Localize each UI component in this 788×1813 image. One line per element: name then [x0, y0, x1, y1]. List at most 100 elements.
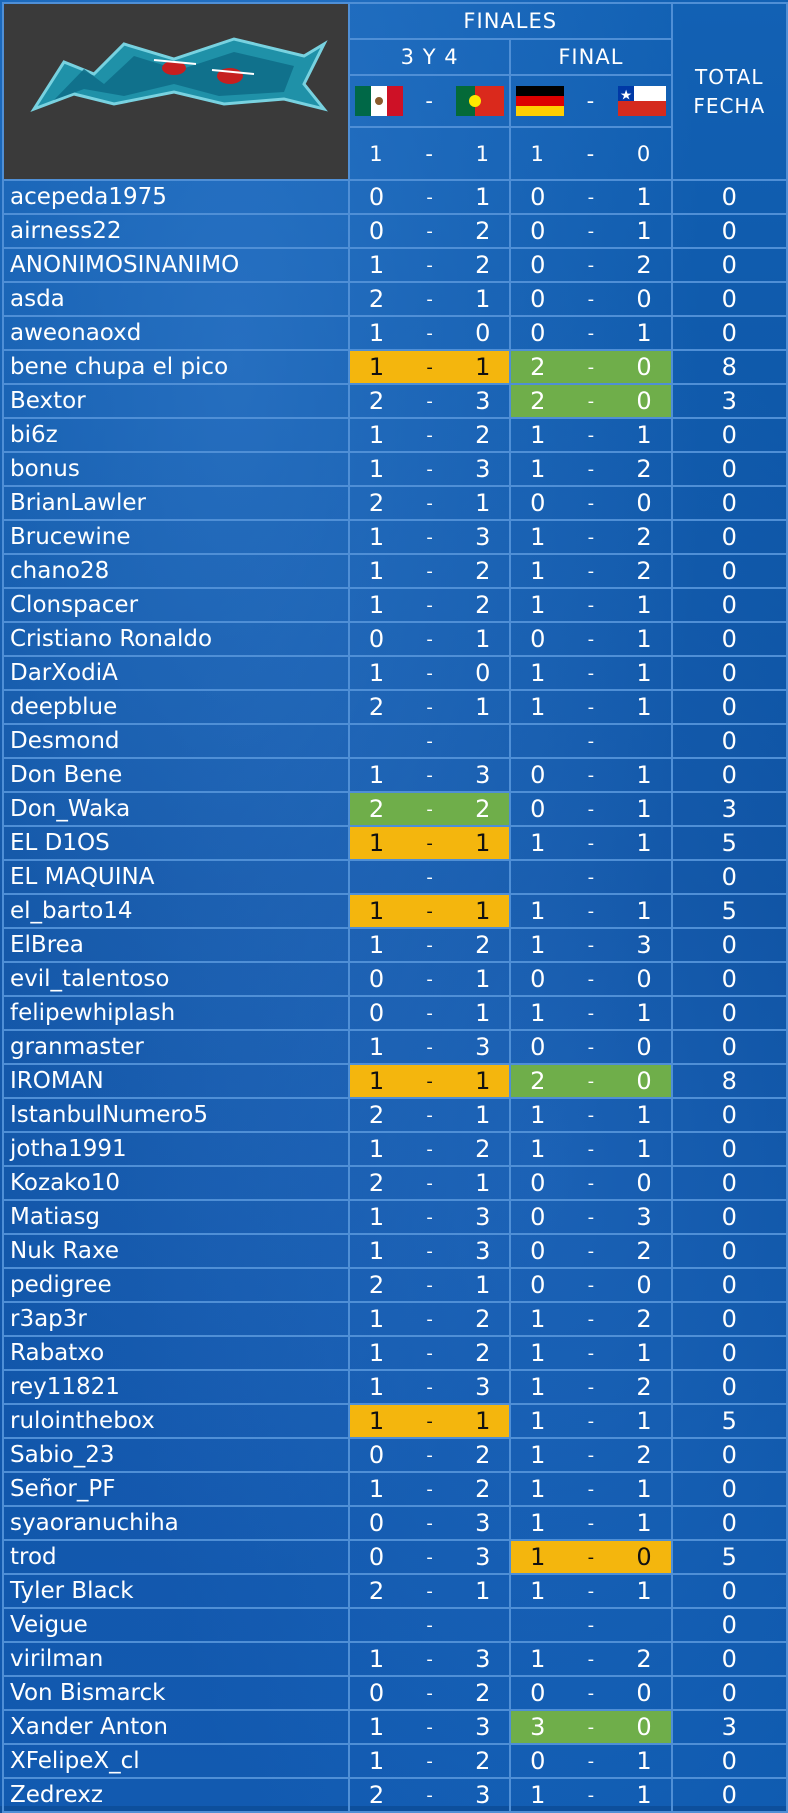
total-points: 0	[670, 587, 788, 623]
score-away: 1	[456, 281, 512, 317]
dash: -	[564, 995, 618, 1031]
score-home: 1	[509, 1641, 565, 1677]
total-points: 0	[670, 1607, 788, 1643]
total-points: 5	[670, 1403, 788, 1439]
table-row: aweonaoxd 1-0 0-1 0	[2, 315, 788, 351]
score-away: 1	[617, 1335, 673, 1371]
dash: -	[564, 655, 618, 691]
score-away: 1	[617, 587, 673, 623]
score-home: 1	[348, 893, 403, 929]
total-points: 0	[670, 757, 788, 793]
dash: -	[402, 1097, 457, 1133]
score-away: 1	[456, 689, 512, 725]
score-home: 0	[348, 961, 403, 997]
dash: -	[402, 73, 457, 129]
dash: -	[564, 1573, 618, 1609]
dash: -	[564, 73, 618, 129]
score-home: 1	[509, 1335, 565, 1371]
score-home: 0	[509, 485, 565, 521]
dash: -	[402, 995, 457, 1031]
score-home: 1	[509, 825, 565, 861]
dash: -	[564, 553, 618, 589]
table-row: XFelipeX_cl 1-2 0-1 0	[2, 1743, 788, 1779]
player-name: aweonaoxd	[2, 315, 350, 351]
total-points: 0	[670, 655, 788, 691]
dash: -	[564, 1403, 618, 1439]
result-mexico: 1	[348, 126, 403, 181]
total-points: 0	[670, 1301, 788, 1337]
dash: -	[564, 1063, 618, 1099]
score-home: 2	[348, 485, 403, 521]
player-name: EL D1OS	[2, 825, 350, 861]
player-name: bonus	[2, 451, 350, 487]
score-away: 2	[456, 1675, 512, 1711]
score-away: 2	[456, 1335, 512, 1371]
score-away: 1	[456, 1097, 512, 1133]
dash: -	[564, 213, 618, 249]
score-away: 3	[456, 1641, 512, 1677]
total-points: 0	[670, 451, 788, 487]
dash: -	[402, 553, 457, 589]
score-home	[509, 859, 565, 895]
table-row: asda 2-1 0-0 0	[2, 281, 788, 317]
score-away: 3	[617, 927, 673, 963]
table-row: Xander Anton 1-3 3-0 3	[2, 1709, 788, 1745]
score-home: 1	[348, 1403, 403, 1439]
table-row: Veigue - - 0	[2, 1607, 788, 1643]
table-row: Clonspacer 1-2 1-1 0	[2, 587, 788, 623]
chile-flag-icon	[617, 85, 666, 116]
player-name: Don_Waka	[2, 791, 350, 827]
finales-header: FINALES	[348, 2, 673, 40]
table-row: syaoranuchiha 0-3 1-1 0	[2, 1505, 788, 1541]
score-home: 1	[348, 1709, 403, 1745]
score-away: 1	[456, 1063, 512, 1099]
score-home: 1	[348, 1233, 403, 1269]
dash: -	[564, 1369, 618, 1405]
score-away: 2	[456, 1131, 512, 1167]
table-row: IROMAN 1-1 2-0 8	[2, 1063, 788, 1099]
score-away	[456, 859, 512, 895]
score-away: 1	[617, 621, 673, 657]
score-away: 1	[456, 349, 512, 385]
dash: -	[564, 417, 618, 453]
portugal-flag-icon	[456, 85, 505, 116]
score-home: 0	[348, 1505, 403, 1541]
score-away: 2	[456, 791, 512, 827]
score-home: 0	[509, 1743, 565, 1779]
total-points: 0	[670, 1267, 788, 1303]
score-away: 1	[617, 689, 673, 725]
dash: -	[402, 757, 457, 793]
score-home: 0	[509, 791, 565, 827]
score-away: 1	[617, 1573, 673, 1609]
score-away: 1	[617, 757, 673, 793]
dash: -	[564, 927, 618, 963]
player-name: Nuk Raxe	[2, 1233, 350, 1269]
score-away: 0	[617, 383, 673, 419]
score-home: 1	[509, 587, 565, 623]
player-name: Matiasg	[2, 1199, 350, 1235]
dash: -	[402, 1335, 457, 1371]
dash: -	[564, 179, 618, 215]
dash: -	[564, 825, 618, 861]
table-row: rulointhebox 1-1 1-1 5	[2, 1403, 788, 1439]
table-row: Bextor 2-3 2-0 3	[2, 383, 788, 419]
total-points: 3	[670, 791, 788, 827]
score-home: 1	[348, 1029, 403, 1065]
table-row: el_barto14 1-1 1-1 5	[2, 893, 788, 929]
score-home: 1	[348, 1199, 403, 1235]
score-home	[348, 1607, 403, 1643]
score-away: 3	[456, 1539, 512, 1575]
match-3y4-header: 3 Y 4	[347, 37, 512, 76]
score-away: 1	[617, 417, 673, 453]
score-home: 1	[509, 893, 565, 929]
score-away: 2	[456, 1301, 512, 1337]
player-name: chano28	[2, 553, 350, 589]
player-name: Xander Anton	[2, 1709, 350, 1745]
dash: -	[564, 126, 618, 181]
player-name: Von Bismarck	[2, 1675, 350, 1711]
score-away: 3	[617, 1199, 673, 1235]
score-home: 0	[509, 281, 565, 317]
table-row: Don_Waka 2-2 0-1 3	[2, 791, 788, 827]
table-row: acepeda1975 0-1 0-1 0	[2, 179, 788, 215]
player-name: XFelipeX_cl	[2, 1743, 350, 1779]
